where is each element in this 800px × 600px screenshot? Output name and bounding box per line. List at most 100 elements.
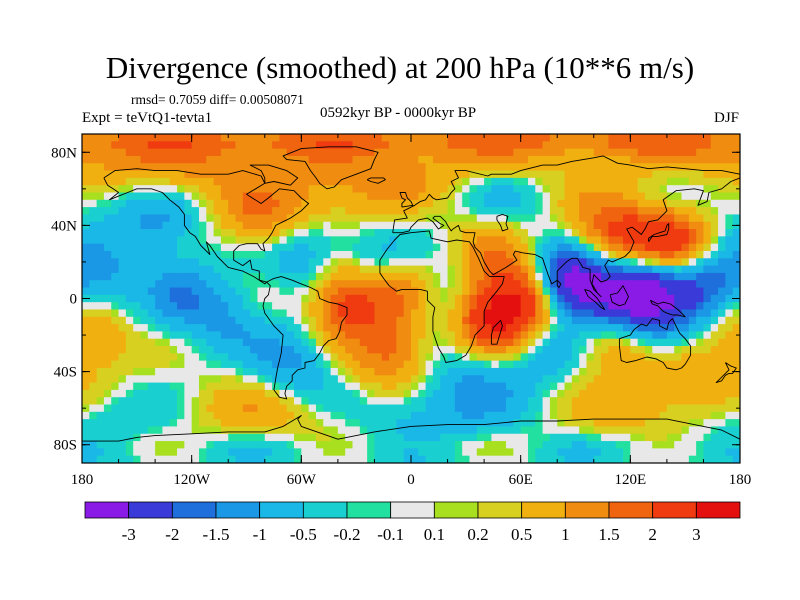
field-cell — [608, 199, 617, 208]
field-cell — [447, 382, 456, 391]
field-cell — [440, 346, 448, 354]
field-cell — [674, 294, 682, 303]
field-cell — [125, 353, 134, 362]
field-cell — [542, 331, 551, 340]
field-cell — [162, 324, 171, 332]
field-cell — [454, 141, 463, 150]
field-cell — [425, 272, 434, 281]
field-cell — [520, 287, 529, 296]
field-cell — [389, 250, 397, 259]
field-cell — [718, 404, 726, 413]
field-cell — [250, 367, 258, 376]
field-cell — [155, 294, 163, 303]
field-cell — [469, 324, 478, 332]
field-cell — [111, 316, 119, 325]
field-cell — [169, 397, 178, 405]
field-cell — [652, 294, 660, 303]
field-cell — [623, 441, 631, 449]
field-cell — [652, 141, 660, 150]
field-cell — [586, 155, 595, 164]
field-cell — [542, 353, 551, 362]
field-cell — [688, 163, 697, 171]
field-cell — [579, 272, 587, 281]
field-cell — [272, 214, 280, 223]
field-cell — [89, 309, 98, 318]
field-cell — [155, 324, 163, 332]
field-cell — [111, 229, 119, 237]
field-cell — [367, 353, 375, 362]
field-cell — [718, 229, 726, 237]
field-cell — [579, 148, 587, 157]
field-cell — [484, 192, 492, 201]
field-cell — [659, 309, 668, 318]
field-cell — [484, 419, 492, 427]
field-cell — [125, 221, 134, 230]
field-cell — [411, 309, 419, 318]
field-cell — [564, 411, 573, 420]
field-cell — [432, 185, 441, 193]
coastline-iceland — [366, 177, 386, 184]
field-cell — [118, 236, 127, 245]
field-cell — [506, 309, 514, 318]
field-cell — [330, 258, 339, 266]
field-cell — [367, 280, 375, 288]
field-cell — [220, 207, 229, 215]
field-cell — [513, 141, 522, 150]
field-cell — [462, 389, 470, 398]
field-cell — [228, 185, 236, 193]
field-cell — [725, 302, 734, 310]
field-cell — [447, 346, 456, 354]
field-cell — [674, 302, 682, 310]
field-cell — [323, 324, 331, 332]
field-cell — [301, 155, 310, 164]
field-cell — [286, 389, 295, 398]
field-cell — [301, 455, 310, 464]
field-cell — [294, 389, 302, 398]
field-cell — [710, 433, 719, 442]
field-cell — [272, 265, 280, 274]
field-cell — [652, 448, 660, 457]
field-cell — [162, 185, 171, 193]
field-cell — [103, 148, 112, 157]
field-cell — [454, 287, 463, 296]
field-cell — [615, 375, 624, 383]
field-cell — [484, 258, 492, 266]
field-cell — [162, 389, 171, 398]
field-cell — [615, 199, 624, 208]
field-cell — [681, 214, 690, 223]
field-cell — [615, 207, 624, 215]
field-cell — [359, 243, 368, 252]
field-cell — [118, 324, 127, 332]
field-cell — [644, 229, 653, 237]
field-cell — [710, 404, 719, 413]
field-cell — [491, 324, 500, 332]
field-cell — [228, 353, 236, 362]
field-cell — [155, 360, 163, 369]
field-cell — [184, 199, 193, 208]
field-cell — [644, 207, 653, 215]
field-cell — [198, 302, 207, 310]
field-cell — [352, 360, 361, 369]
field-cell — [681, 207, 690, 215]
field-cell — [396, 426, 405, 435]
field-cell — [601, 258, 609, 266]
field-cell — [593, 163, 602, 171]
field-cell — [257, 155, 266, 164]
field-cell — [396, 134, 405, 142]
field-cell — [557, 134, 565, 142]
field-cell — [454, 397, 463, 405]
field-cell — [710, 353, 719, 362]
field-cell — [147, 353, 156, 362]
field-cell — [681, 243, 690, 252]
field-cell — [571, 419, 580, 427]
field-cell — [250, 199, 258, 208]
field-cell — [652, 367, 660, 376]
field-cell — [513, 316, 522, 325]
field-cell — [732, 287, 741, 296]
field-cell — [527, 448, 536, 457]
coastline-baffin — [249, 164, 299, 186]
field-cell — [389, 294, 397, 303]
field-cell — [96, 309, 105, 318]
field-cell — [359, 280, 368, 288]
field-cell — [125, 346, 134, 354]
